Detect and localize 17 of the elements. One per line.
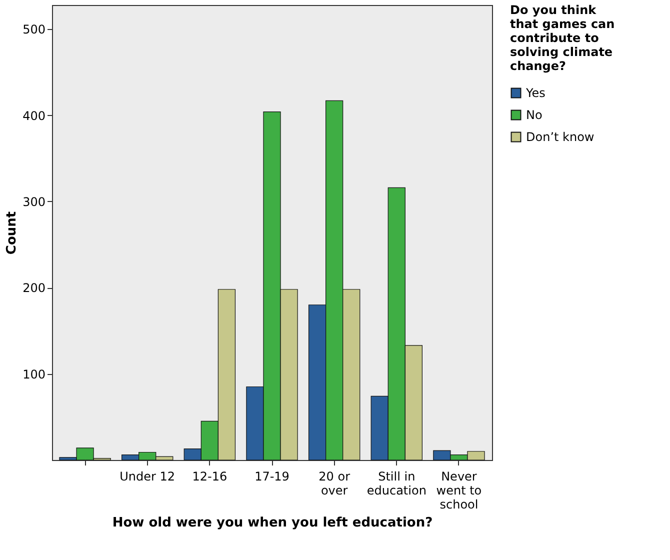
x-tick-label: Never went to school <box>436 470 482 512</box>
legend-label: Yes <box>525 86 546 100</box>
y-tick-label: 500 <box>22 22 46 37</box>
legend-label: Don’t know <box>526 130 594 144</box>
x-tick-label: 12-16 <box>192 470 228 484</box>
y-tick-label: 400 <box>22 108 46 123</box>
y-axis-title: Count <box>4 211 20 255</box>
legend-title: Do you think that games can contribute to solving climate change? <box>510 3 615 73</box>
x-axis-title: How old were you when you left education? <box>112 516 433 530</box>
legend-label: No <box>526 108 542 122</box>
y-tick-label: 100 <box>22 367 46 382</box>
x-tick-label: 20 or over <box>318 470 350 498</box>
x-tick-label: 17-19 <box>254 470 290 484</box>
y-tick-label: 200 <box>22 281 46 296</box>
x-tick-label: Still in education <box>366 470 426 498</box>
x-tick-label: Under 12 <box>120 470 176 484</box>
y-tick-label: 300 <box>22 194 46 209</box>
